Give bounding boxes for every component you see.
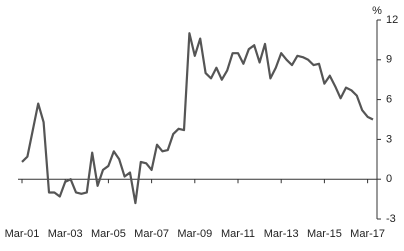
x-tick-label: Mar-17 [350,228,385,240]
x-tick-label: Mar-01 [5,228,40,240]
y-tick-label: 0 [386,173,392,185]
line [21,32,374,205]
y-tick-label: -3 [386,213,396,225]
y-tick-label: 3 [386,133,392,145]
x-tick-label: Mar-09 [177,228,212,240]
y-tick-label: 12 [386,14,398,26]
x-tick-label: Mar-05 [91,228,126,240]
x-tick-label: Mar-11 [221,228,255,240]
x-tick-label: Mar-07 [134,228,169,240]
y-tick-label: 9 [386,54,392,66]
x-tick-label: Mar-15 [307,228,342,240]
x-tick-label: Mar-13 [264,228,299,240]
y-unit: % [372,5,382,17]
y-tick-label: 6 [386,94,392,106]
x-tick-label: Mar-03 [48,228,83,240]
